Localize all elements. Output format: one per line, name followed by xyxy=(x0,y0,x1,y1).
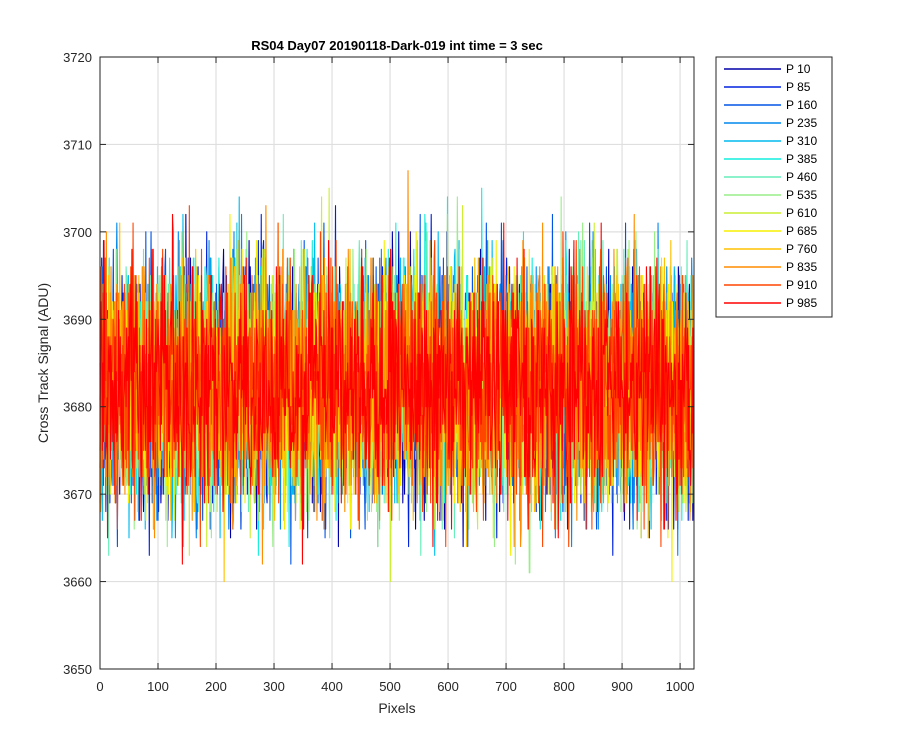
x-tick-label: 700 xyxy=(495,679,517,694)
legend-box xyxy=(715,56,833,318)
x-tick-label: 200 xyxy=(205,679,227,694)
x-tick-label: 400 xyxy=(321,679,343,694)
legend-label: P 610 xyxy=(786,206,817,220)
legend-label: P 835 xyxy=(786,260,817,274)
x-tick-label: 300 xyxy=(263,679,285,694)
x-tick-label: 100 xyxy=(147,679,169,694)
y-tick-label: 3700 xyxy=(63,225,92,240)
legend-label: P 385 xyxy=(786,152,817,166)
legend-label: P 685 xyxy=(786,224,817,238)
y-tick-label: 3670 xyxy=(63,487,92,502)
axes-box xyxy=(99,56,695,670)
legend-label: P 310 xyxy=(786,134,817,148)
ticks: 0 100 200 300 400 500 600 700 800 900 1000 3650 3660… xyxy=(63,50,694,694)
legend-label: P 85 xyxy=(786,80,811,94)
legend-label: P 985 xyxy=(786,296,817,310)
y-tick-label: 3720 xyxy=(63,50,92,65)
y-tick-label: 3650 xyxy=(63,662,92,677)
legend-label: P 160 xyxy=(786,98,817,112)
legend: P 10 P 85 P 160 P 235 P 310 P 385 P 460 P 535 P … xyxy=(715,56,833,318)
x-tick-label: 600 xyxy=(437,679,459,694)
series-layer xyxy=(99,170,694,583)
chart-title: RS04 Day07 20190118-Dark-019 int time = … xyxy=(251,38,543,53)
x-tick-label: 900 xyxy=(611,679,633,694)
legend-label: P 460 xyxy=(786,170,817,184)
legend-label: P 910 xyxy=(786,278,817,292)
x-tick-label: 800 xyxy=(553,679,575,694)
x-tick-label: 500 xyxy=(379,679,401,694)
x-tick-label: 1000 xyxy=(666,679,695,694)
y-tick-label: 3660 xyxy=(63,575,92,590)
y-tick-label: 3690 xyxy=(63,312,92,327)
legend-label: P 760 xyxy=(786,242,817,256)
series-line xyxy=(99,213,694,565)
y-tick-label: 3710 xyxy=(63,137,92,152)
x-axis-title: Pixels xyxy=(378,700,415,716)
legend-label: P 535 xyxy=(786,188,817,202)
x-tick-label: 0 xyxy=(96,679,103,694)
y-tick-label: 3680 xyxy=(63,400,92,415)
y-axis-title: Cross Track Signal (ADU) xyxy=(35,283,51,443)
legend-label: P 10 xyxy=(786,62,811,76)
legend-label: P 235 xyxy=(786,116,817,130)
